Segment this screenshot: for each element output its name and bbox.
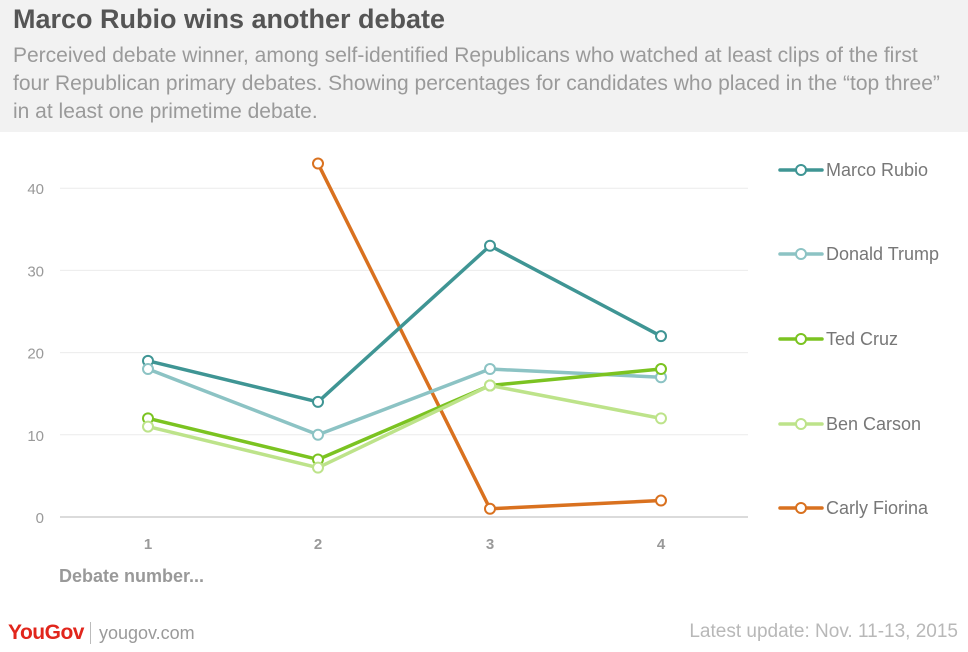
legend-swatch-marker (795, 502, 807, 514)
y-tick-label: 20 (27, 346, 44, 363)
y-tick-label: 40 (27, 181, 44, 198)
brand-divider (89, 622, 91, 644)
data-point[interactable] (484, 239, 496, 252)
data-point[interactable] (655, 412, 667, 425)
line-chart: 0 10 20 30 40 1 2 3 4 Debate number... Marco Ru… (27, 157, 939, 586)
yougov-logo: YouGov (8, 621, 84, 644)
brand-url[interactable]: yougov.com (98, 622, 195, 643)
legend-swatch-marker (795, 248, 807, 260)
data-point[interactable] (312, 428, 324, 441)
x-tick-label: 4 (657, 536, 666, 553)
data-point[interactable] (142, 420, 154, 433)
series-carly-fiorina (312, 157, 667, 515)
legend-label: Marco Rubio (826, 160, 928, 180)
latest-update: Latest update: Nov. 11-13, 2015 (689, 621, 958, 642)
x-axis-title: Debate number... (59, 566, 204, 586)
legend-item[interactable]: Ted Cruz (778, 329, 898, 349)
y-tick-label: 10 (27, 428, 44, 445)
legend: Marco Rubio Donald Trump Ted Cruz Ben Carso… (778, 160, 939, 518)
grid-lines (60, 187, 748, 518)
legend-swatch-marker (795, 418, 807, 430)
chart-subtitle: Perceived debate winner, among self-iden… (13, 44, 940, 123)
chart-header: Marco Rubio wins another debate Perceive… (0, 0, 968, 132)
series-marco-rubio (142, 239, 667, 408)
data-point[interactable] (484, 379, 496, 392)
legend-item[interactable]: Donald Trump (778, 244, 939, 264)
series-line (146, 243, 663, 404)
legend-label: Ted Cruz (826, 329, 898, 349)
data-point[interactable] (655, 330, 667, 343)
data-point[interactable] (655, 363, 667, 376)
x-axis-ticks: 1 2 3 4 (144, 536, 666, 553)
legend-swatch-marker (795, 333, 807, 345)
x-tick-label: 3 (486, 536, 494, 553)
series-lines (142, 157, 667, 515)
series-line (146, 383, 663, 470)
legend-label: Carly Fiorina (826, 498, 929, 518)
y-axis-ticks: 0 10 20 30 40 (27, 181, 44, 527)
x-tick-label: 2 (314, 536, 322, 553)
y-tick-label: 30 (27, 263, 44, 280)
data-point[interactable] (312, 157, 324, 170)
series-line (316, 161, 663, 511)
data-point[interactable] (312, 395, 324, 408)
legend-item[interactable]: Marco Rubio (778, 160, 928, 180)
x-tick-label: 1 (144, 536, 152, 553)
legend-label: Donald Trump (826, 244, 939, 264)
data-point[interactable] (484, 502, 496, 515)
legend-label: Ben Carson (826, 414, 921, 434)
series-ben-carson (142, 379, 667, 474)
data-point[interactable] (655, 494, 667, 507)
footer-brand: YouGov yougov.com (8, 618, 195, 648)
legend-swatch-marker (795, 164, 807, 176)
series-line (146, 367, 663, 462)
legend-item[interactable]: Carly Fiorina (778, 498, 929, 518)
legend-item[interactable]: Ben Carson (778, 414, 921, 434)
chart-title: Marco Rubio wins another debate (13, 4, 446, 34)
series-line (146, 367, 663, 437)
data-point[interactable] (484, 363, 496, 376)
series-donald-trump (142, 363, 667, 441)
data-point[interactable] (312, 461, 324, 474)
y-tick-label: 0 (36, 510, 44, 527)
data-point[interactable] (142, 363, 154, 376)
